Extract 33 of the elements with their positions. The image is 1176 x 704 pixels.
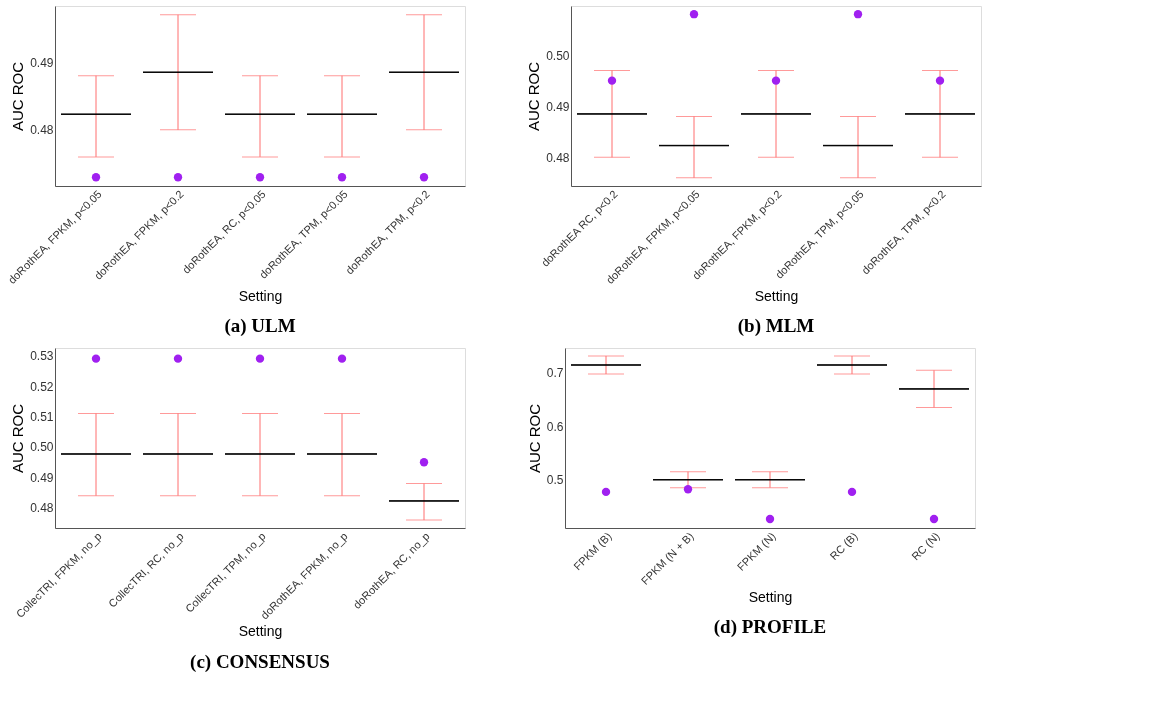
y-tick-label: 0.48: [30, 501, 54, 516]
text: (a) ULM: [224, 315, 296, 338]
y-tick-label: 0.49: [546, 99, 570, 114]
y-tick-label: 0.51: [30, 410, 54, 425]
point: [847, 487, 857, 497]
y-tick-label: 0.50: [546, 48, 570, 63]
y-tick-label: 0.50: [30, 440, 54, 455]
y-axis-title: AUC ROC: [525, 61, 543, 132]
point: [929, 514, 939, 524]
x-axis-title: Setting: [754, 287, 799, 304]
x-axis-title: Setting: [238, 287, 283, 304]
text: (b) MLM: [737, 315, 815, 338]
y-axis-title: AUC ROC: [525, 403, 543, 474]
y-tick-label: 0.48: [546, 150, 570, 165]
y-tick-label: 0.48: [30, 123, 54, 138]
text: (c) CONSENSUS: [190, 650, 330, 673]
point: [683, 485, 693, 494]
y-tick-label: 0.49: [30, 470, 54, 485]
x-tick-label: RC (N): [909, 529, 942, 563]
y-tick-label: 0.52: [30, 379, 54, 394]
x-axis-title: Setting: [238, 623, 283, 640]
y-tick-label: 0.5: [546, 472, 564, 487]
y-axis-title: AUC ROC: [9, 403, 27, 474]
y-tick-label: 0.6: [546, 419, 564, 434]
text: (d) PROFILE: [713, 616, 827, 639]
y-tick-label: 0.7: [546, 366, 564, 381]
x-axis-title: Setting: [748, 588, 793, 605]
y-tick-label: 0.49: [30, 55, 54, 70]
point: [601, 487, 611, 497]
y-axis-title: AUC ROC: [9, 61, 27, 132]
point: [765, 514, 775, 524]
x-tick-label: RC (B): [827, 529, 860, 563]
y-tick-label: 0.53: [30, 349, 54, 364]
